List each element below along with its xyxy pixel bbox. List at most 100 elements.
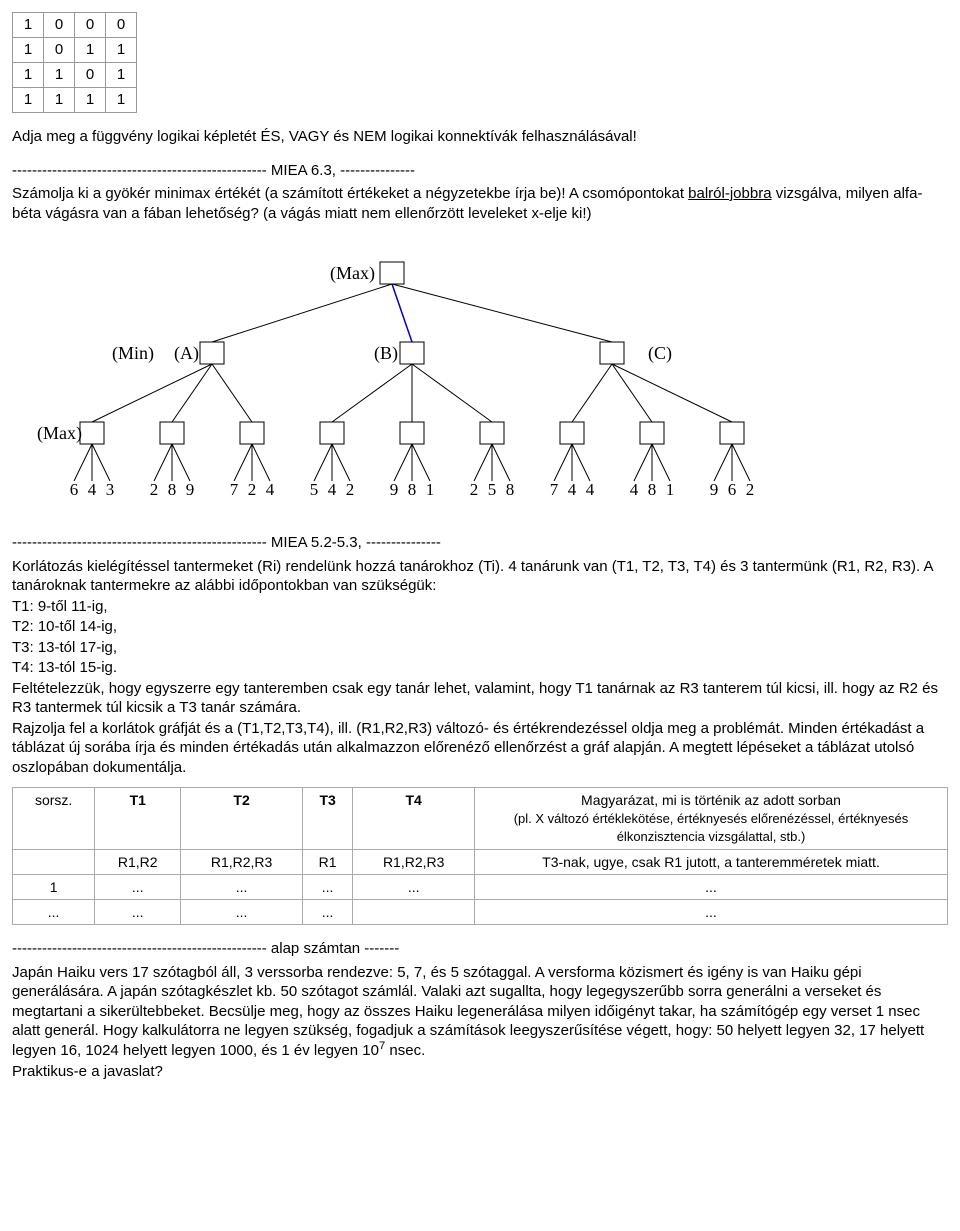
tree-edge bbox=[392, 284, 412, 342]
cell: R1,R2 bbox=[95, 849, 181, 874]
tree-edge bbox=[92, 364, 212, 422]
leaf-value: 4 bbox=[266, 480, 275, 499]
leaf-value: 2 bbox=[248, 480, 257, 499]
truth-table: 1000101111011111 bbox=[12, 12, 137, 113]
tree-edge bbox=[394, 444, 412, 481]
root-node bbox=[380, 262, 404, 284]
label-max-bottom: (Max) bbox=[37, 423, 82, 444]
tree-edge bbox=[74, 444, 92, 481]
mid-node bbox=[400, 342, 424, 364]
truth-row: 1101 bbox=[13, 63, 137, 88]
leaf-value: 2 bbox=[346, 480, 355, 499]
task1-text: Adja meg a függvény logikai képletét ÉS,… bbox=[12, 127, 948, 147]
col-explain: Magyarázat, mi is történik az adott sorb… bbox=[475, 788, 948, 850]
cell: ... bbox=[95, 900, 181, 925]
cell: ... bbox=[302, 874, 352, 899]
separator-alap: ----------------------------------------… bbox=[12, 939, 948, 959]
leaf-value: 7 bbox=[550, 480, 559, 499]
tree-edge bbox=[732, 444, 750, 481]
leaf-value: 4 bbox=[88, 480, 97, 499]
leaf-value: 2 bbox=[470, 480, 479, 499]
tree-edge bbox=[612, 364, 652, 422]
col-sorsz: sorsz. bbox=[13, 788, 95, 850]
cell: ... bbox=[475, 874, 948, 899]
task3-t1: T1: 9-től 11-ig, bbox=[12, 597, 948, 617]
truth-cell: 0 bbox=[44, 38, 75, 63]
cell: ... bbox=[181, 874, 303, 899]
label-min: (Min) bbox=[112, 343, 154, 364]
tree-edge bbox=[572, 444, 590, 481]
truth-row: 1000 bbox=[13, 13, 137, 38]
truth-cell: 1 bbox=[106, 63, 137, 88]
bottom-node bbox=[160, 422, 184, 444]
separator-miea52: ----------------------------------------… bbox=[12, 533, 948, 553]
truth-cell: 1 bbox=[44, 63, 75, 88]
tree-edge bbox=[212, 284, 392, 342]
label-A: (A) bbox=[174, 343, 199, 364]
truth-row: 1111 bbox=[13, 88, 137, 113]
bottom-node bbox=[80, 422, 104, 444]
cell: R1,R2,R3 bbox=[353, 849, 475, 874]
table-header-row: sorsz. T1 T2 T3 T4 Magyarázat, mi is tör… bbox=[13, 788, 948, 850]
task2-line1a: Számolja ki a gyökér minimax értékét (a … bbox=[12, 185, 688, 202]
table-row: R1,R2 R1,R2,R3 R1 R1,R2,R3 T3-nak, ugye,… bbox=[13, 849, 948, 874]
leaf-value: 5 bbox=[310, 480, 319, 499]
truth-cell: 0 bbox=[106, 13, 137, 38]
label-max-top: (Max) bbox=[330, 263, 375, 284]
tree-edge bbox=[212, 364, 252, 422]
truth-cell: 1 bbox=[44, 88, 75, 113]
cell: ... bbox=[353, 874, 475, 899]
leaf-value: 9 bbox=[390, 480, 399, 499]
scheduling-table: sorsz. T1 T2 T3 T4 Magyarázat, mi is tör… bbox=[12, 787, 948, 925]
leaf-value: 4 bbox=[328, 480, 337, 499]
tree-edge bbox=[572, 364, 612, 422]
tree-edge bbox=[634, 444, 652, 481]
cell bbox=[13, 849, 95, 874]
col-t3: T3 bbox=[302, 788, 352, 850]
tree-edge bbox=[392, 284, 612, 342]
minimax-tree-diagram: (Max)(Min)(Max)(A)(B)(C)6432897245429812… bbox=[12, 243, 948, 513]
bottom-node bbox=[400, 422, 424, 444]
separator-miea63: ----------------------------------------… bbox=[12, 161, 948, 181]
tree-svg: (Max)(Min)(Max)(A)(B)(C)6432897245429812… bbox=[12, 243, 802, 513]
truth-row: 1011 bbox=[13, 38, 137, 63]
leaf-value: 6 bbox=[728, 480, 737, 499]
leaf-value: 2 bbox=[746, 480, 755, 499]
truth-cell: 1 bbox=[106, 88, 137, 113]
task4-p1: Japán Haiku vers 17 szótagból áll, 3 ver… bbox=[12, 964, 924, 1059]
leaf-value: 9 bbox=[710, 480, 719, 499]
cell: ... bbox=[302, 900, 352, 925]
tree-edge bbox=[154, 444, 172, 481]
bottom-node bbox=[480, 422, 504, 444]
mid-node bbox=[200, 342, 224, 364]
tree-edge bbox=[314, 444, 332, 481]
task4-text: Japán Haiku vers 17 szótagból áll, 3 ver… bbox=[12, 963, 948, 1061]
leaf-value: 4 bbox=[630, 480, 639, 499]
tree-edge bbox=[172, 364, 212, 422]
task3-intro: Korlátozás kielégítéssel tantermeket (Ri… bbox=[12, 557, 948, 596]
tree-edge bbox=[412, 364, 492, 422]
truth-cell: 1 bbox=[75, 88, 106, 113]
truth-cell: 0 bbox=[44, 13, 75, 38]
truth-cell: 1 bbox=[13, 13, 44, 38]
col-t2: T2 bbox=[181, 788, 303, 850]
table-row: 1 ... ... ... ... ... bbox=[13, 874, 948, 899]
task3-t2: T2: 10-től 14-ig, bbox=[12, 617, 948, 637]
cell: R1 bbox=[302, 849, 352, 874]
bottom-node bbox=[240, 422, 264, 444]
tree-edge bbox=[612, 364, 732, 422]
truth-cell: 1 bbox=[13, 63, 44, 88]
cell: 1 bbox=[13, 874, 95, 899]
truth-cell: 1 bbox=[106, 38, 137, 63]
truth-cell: 0 bbox=[75, 63, 106, 88]
leaf-value: 4 bbox=[568, 480, 577, 499]
leaf-value: 8 bbox=[506, 480, 515, 499]
task4-p1end: nsec. bbox=[385, 1042, 425, 1059]
leaf-value: 6 bbox=[70, 480, 79, 499]
leaf-value: 8 bbox=[168, 480, 177, 499]
task4-q: Praktikus-e a javaslat? bbox=[12, 1062, 948, 1082]
truth-cell: 1 bbox=[75, 38, 106, 63]
leaf-value: 4 bbox=[586, 480, 595, 499]
task3-felt: Feltételezzük, hogy egyszerre egy tanter… bbox=[12, 679, 948, 718]
tree-edge bbox=[474, 444, 492, 481]
